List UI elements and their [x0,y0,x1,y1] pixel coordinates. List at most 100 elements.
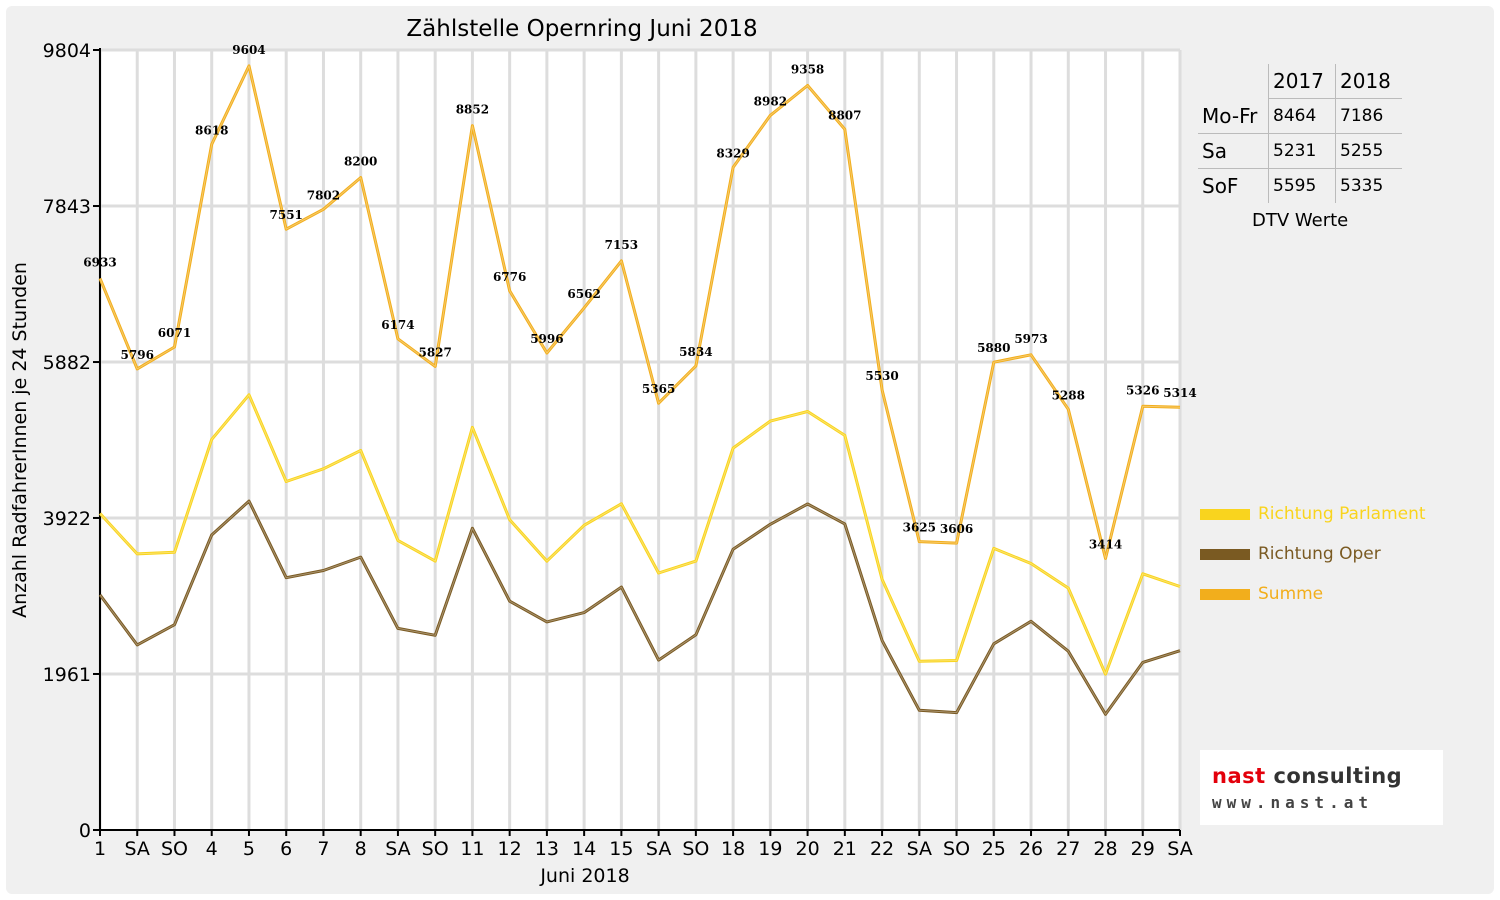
data-label: 6071 [158,326,191,340]
legend-swatch-summe [1200,588,1250,600]
data-label-layer: 6933 5796 6071 8618 9604 7551 7802 8200 6174 5827… [83,43,1196,551]
x-tick-label: 20 [795,838,819,860]
dtv-header-blank [1198,64,1269,99]
data-label: 8982 [754,94,787,108]
data-label: 5796 [121,348,154,362]
data-label: 9358 [791,62,824,76]
x-tick-label: SO [161,838,188,860]
dtv-header-2018: 2018 [1335,64,1402,99]
data-label: 5834 [679,345,712,359]
x-tick-label: 14 [572,838,596,860]
series-layer [98,64,1181,716]
legend-label: Summe [1258,584,1324,604]
data-label: 5314 [1163,386,1196,400]
x-tick-label: SA [907,838,932,860]
x-tick-label: SA [646,838,671,860]
series-highlight-summe [99,65,1181,559]
data-label: 6933 [83,255,116,269]
x-axis-title: Juni 2018 [539,865,629,887]
y-tick-label: 7843 [43,196,91,218]
x-tick-label: SO [943,838,970,860]
x-tick-label: 25 [982,838,1006,860]
x-tick-label: SA [125,838,150,860]
dtv-caption: DTV Werte [1252,210,1349,231]
logo-name-part2: consulting [1265,764,1403,788]
data-label: 5326 [1126,383,1159,397]
x-tick-label: 22 [870,838,894,860]
dtv-cell: 7186 [1335,98,1402,134]
dtv-row-label: Mo-Fr [1198,98,1269,134]
legend-label: Richtung Parlament [1258,504,1426,524]
x-tick-label: 12 [498,838,522,860]
data-label: 5365 [642,382,675,396]
x-tick-label: 6 [280,838,292,860]
data-label: 6562 [567,287,600,301]
data-label: 8329 [716,146,749,160]
legend-item-oper: Richtung Oper [1200,534,1426,574]
x-tick-label: 27 [1056,838,1080,860]
x-tick-label: 5 [243,838,255,860]
data-label: 6776 [493,270,526,284]
legend-item-summe: Summe [1200,574,1426,614]
series-line-summe [98,64,1181,560]
legend: Richtung Parlament Richtung Oper Summe [1200,494,1426,614]
logo-name: nast consulting [1212,764,1402,788]
data-label: 6174 [381,318,414,332]
logo-name-part1: nast [1212,764,1266,788]
dtv-header-2017: 2017 [1268,64,1336,99]
data-label: 8852 [456,103,489,117]
y-tick-label: 1961 [43,664,91,686]
data-label: 8200 [344,155,377,169]
legend-swatch-parlament [1200,508,1250,520]
data-label: 3625 [903,521,936,535]
axis-layer: 0 1961 3922 5882 7843 9804 1 SA SO 4 5 6 7 8 SA SO 11 12 1… [43,40,1193,860]
x-tick-label: 18 [721,838,745,860]
dtv-row-label: Sa [1198,133,1269,169]
data-label: 5973 [1014,332,1047,346]
y-tick-label: 9804 [43,40,91,62]
x-tick-label: 28 [1093,838,1117,860]
dtv-cell: 5595 [1268,168,1336,203]
data-label: 9604 [232,43,265,57]
x-tick-label: 21 [833,838,857,860]
x-tick-label: 29 [1131,838,1155,860]
data-label: 5288 [1052,388,1085,402]
data-label: 5880 [977,341,1010,355]
data-label: 3606 [940,522,973,536]
dtv-row-label: SoF [1202,174,1239,198]
logo-url: www.nast.at [1212,793,1373,812]
data-label: 8807 [828,108,861,122]
dtv-cell: 5231 [1268,133,1336,169]
x-tick-label: 19 [758,838,782,860]
x-tick-label: 8 [355,838,367,860]
x-tick-label: 13 [535,838,559,860]
x-tick-label: 1 [94,838,106,860]
data-label: 3414 [1089,537,1122,551]
series-line-oper [98,499,1181,716]
y-tick-label: 5882 [43,352,91,374]
dtv-cell: 5335 [1335,168,1402,203]
dtv-cell: 5255 [1335,133,1402,169]
x-tick-label: 11 [460,838,484,860]
series-line-parlament [98,393,1181,676]
legend-item-parlament: Richtung Parlament [1200,494,1426,534]
data-label: 5827 [418,345,451,359]
data-label: 5996 [530,332,563,346]
series-highlight-parlament [99,394,1181,675]
x-tick-label: SO [682,838,709,860]
dtv-cell: 8464 [1268,98,1336,134]
x-tick-label: 4 [206,838,218,860]
series-highlight-oper [99,500,1181,715]
company-logo: nast consulting www.nast.at [1200,750,1443,825]
data-label: 7802 [307,188,340,202]
y-axis-title: Anzahl RadfahrerInnen je 24 Stunden [9,262,31,618]
data-label: 7153 [605,238,638,252]
legend-swatch-oper [1200,548,1250,560]
legend-label: Richtung Oper [1258,544,1381,564]
x-tick-label: SA [385,838,410,860]
data-label: 8618 [195,123,228,137]
y-tick-label: 0 [79,820,91,842]
dtv-table: 2017 2018 Mo-Fr 8464 7186 Sa 5231 5255 S… [1198,64,1402,203]
x-tick-label: 26 [1019,838,1043,860]
